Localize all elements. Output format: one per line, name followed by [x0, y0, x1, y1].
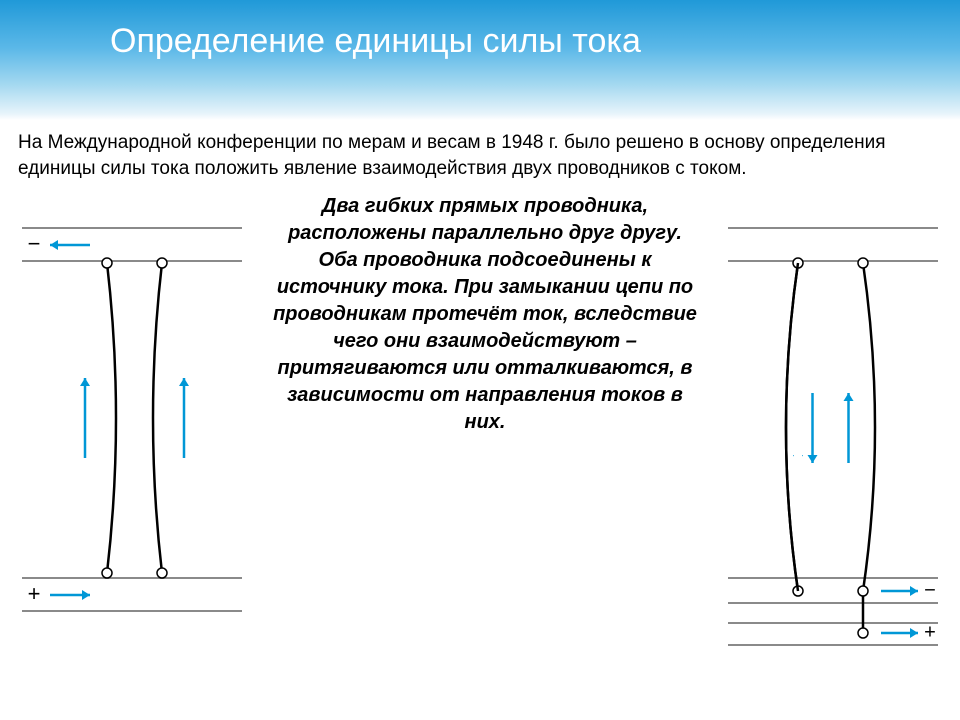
repulsion-diagram: −+	[718, 193, 948, 663]
attraction-diagram: −+	[12, 193, 252, 663]
intro-paragraph: На Международной конференции по мерам и …	[0, 120, 960, 193]
svg-text:−: −	[924, 580, 936, 602]
svg-text:+: +	[28, 581, 41, 606]
center-description: Два гибких прямых проводника, расположен…	[256, 193, 714, 436]
right-diagram-container: −+	[718, 193, 948, 663]
svg-text:−: −	[28, 231, 41, 256]
left-diagram-container: −+	[12, 193, 252, 663]
slide-header: Определение единицы силы тока	[0, 0, 960, 120]
slide-title: Определение единицы силы тока	[110, 22, 641, 61]
main-row: −+ Два гибких прямых проводника, располо…	[0, 193, 960, 663]
svg-text:+: +	[924, 622, 936, 644]
